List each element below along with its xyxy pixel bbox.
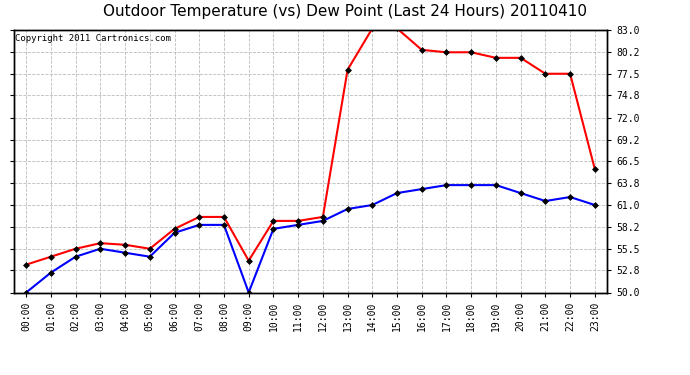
- Text: Copyright 2011 Cartronics.com: Copyright 2011 Cartronics.com: [15, 34, 171, 43]
- Text: Outdoor Temperature (vs) Dew Point (Last 24 Hours) 20110410: Outdoor Temperature (vs) Dew Point (Last…: [103, 4, 587, 19]
